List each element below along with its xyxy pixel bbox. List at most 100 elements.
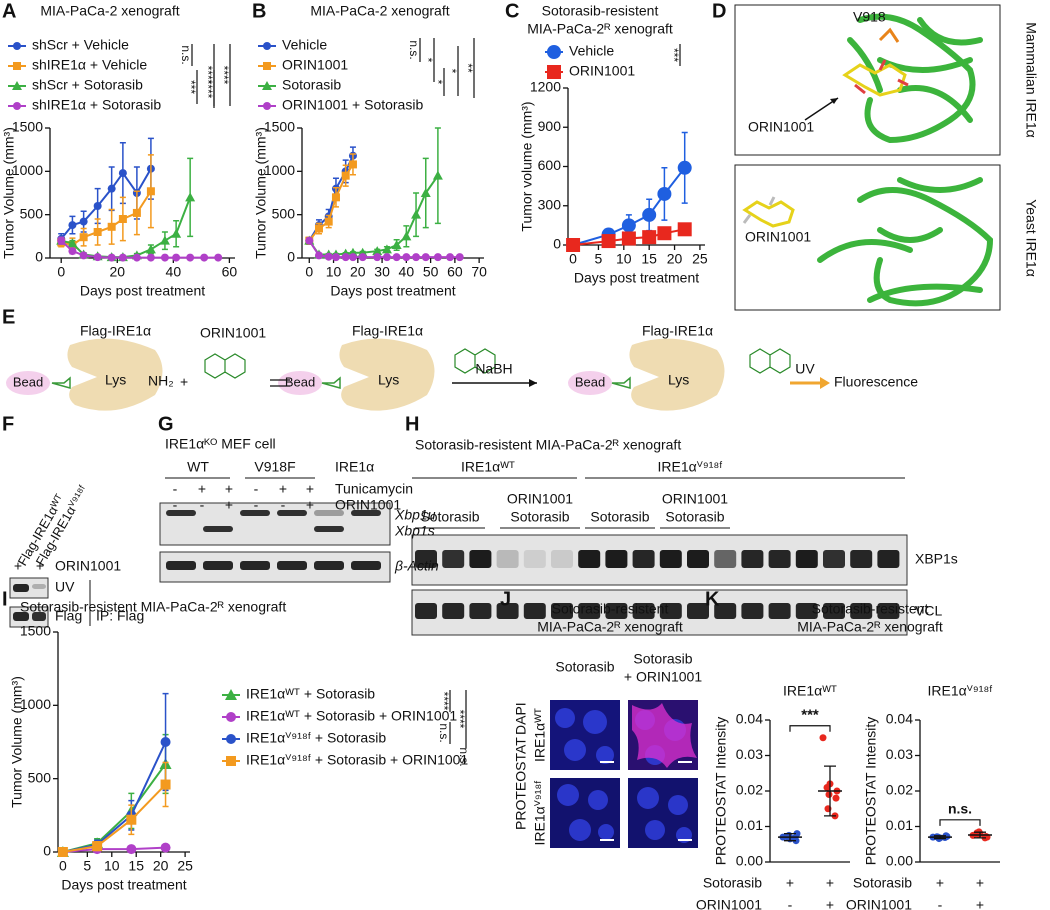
significance: ****	[201, 80, 215, 99]
band-label: β-Actin	[394, 558, 439, 574]
significance: n.s.	[179, 45, 193, 64]
band	[32, 584, 46, 589]
column-label: + ORIN1001	[624, 669, 702, 685]
sign: -	[281, 497, 286, 513]
chart-title: Sotorasib-resistent MIA-PaCa-2ᴿ xenograf…	[20, 599, 286, 615]
y-tick-label: 0.02	[736, 782, 763, 798]
data-point	[412, 253, 421, 262]
sign: +	[225, 497, 233, 513]
y-axis-title: PROTEOSTAT Intensity	[713, 717, 729, 866]
data-point	[92, 841, 103, 852]
band	[469, 603, 492, 619]
bead-label: Bead	[575, 374, 605, 389]
y-tick-label: 0.03	[886, 746, 913, 762]
legend-marker	[226, 756, 236, 766]
data-point	[79, 251, 88, 260]
x-tick-label: 15	[641, 251, 657, 267]
data-point	[185, 192, 196, 202]
band	[351, 561, 381, 570]
micrograph	[550, 700, 698, 848]
protein-ribbon	[817, 13, 994, 307]
y-tick-label: 600	[538, 157, 562, 173]
residue-label: Lys	[105, 372, 126, 388]
legend-marker	[547, 65, 561, 79]
data-point	[107, 253, 116, 262]
data-point	[160, 253, 169, 262]
sign: +	[306, 481, 314, 497]
data-point	[348, 253, 357, 262]
readout-label: Fluorescence	[834, 374, 918, 390]
data-point	[432, 170, 443, 180]
residue-label: Lys	[378, 372, 399, 388]
data-point	[421, 253, 430, 262]
chart-title: IRE1αⱽ⁹¹⁸ᶠ	[927, 683, 992, 699]
data-point	[621, 218, 636, 233]
legend-label: IRE1αⱽ⁹¹⁸ᶠ + Sotorasib	[246, 730, 386, 746]
band	[741, 550, 764, 568]
band-label: XBP1s	[915, 551, 958, 567]
x-tick-label: 10	[104, 858, 120, 874]
x-tick-label: 20	[109, 264, 125, 280]
data-point	[642, 230, 657, 245]
row-label: Tunicamycin	[335, 481, 413, 497]
condition-label: Sotorasib	[853, 875, 912, 891]
condition-label: ORIN1001	[846, 897, 912, 910]
data-point	[402, 253, 411, 262]
data-point	[372, 246, 383, 256]
data-point	[159, 235, 170, 245]
legend-label: IRE1αⱽ⁹¹⁸ᶠ + Sotorasib + ORIN1001	[246, 752, 468, 768]
protein-label: Flag-IRE1α	[80, 323, 151, 339]
sign: +	[36, 558, 44, 574]
y-axis-title: Tumor Volume (mm³)	[253, 127, 269, 259]
legend-marker	[547, 45, 561, 59]
group-label: ORIN1001	[507, 491, 573, 507]
data-point	[93, 202, 102, 210]
sd-bar	[824, 765, 836, 817]
data-point	[825, 791, 833, 799]
row-label: IRE1αᵂᵀ	[532, 708, 548, 762]
data-point	[401, 231, 412, 241]
significance: *	[431, 80, 445, 85]
condition-sign: +	[826, 897, 834, 910]
series-line	[60, 196, 192, 259]
y-tick-label: 0.04	[736, 711, 763, 727]
band	[415, 603, 437, 619]
x-tick-label: 0	[57, 264, 65, 280]
band	[496, 550, 519, 568]
significance: n.s.	[407, 40, 421, 59]
band	[523, 550, 546, 568]
band	[13, 584, 29, 592]
row-label: Flag	[55, 608, 82, 624]
chart-title: MIA-PaCa-2 xenograft	[310, 3, 449, 19]
band	[314, 526, 344, 532]
significance: *	[421, 58, 435, 63]
band	[632, 603, 655, 619]
bead-label: Bead	[13, 374, 43, 389]
x-tick-label: 0	[569, 251, 577, 267]
data-point	[391, 240, 402, 249]
panel-title: Sotorasib-resistent	[812, 601, 929, 617]
band	[203, 561, 233, 570]
y-tick-label: 1200	[530, 79, 561, 95]
y-tick-label: 500	[20, 205, 44, 221]
data-point	[160, 737, 171, 747]
data-point	[621, 231, 636, 246]
band	[496, 603, 519, 619]
band	[823, 603, 845, 619]
legend-label: ORIN1001 + Sotorasib	[282, 97, 423, 113]
significance: **	[461, 63, 475, 73]
chart-title: Sotorasib-resistent	[542, 3, 659, 19]
data-point	[126, 814, 137, 825]
significance: n.s.	[948, 801, 972, 817]
band-label: Xbp1u	[394, 507, 436, 523]
ip-label: IP: Flag	[96, 608, 144, 624]
panel-label: J	[500, 588, 511, 610]
band	[277, 510, 307, 516]
panel-label: D	[712, 0, 726, 22]
legend-marker	[263, 62, 271, 70]
group-label: Sotorasib	[665, 509, 724, 525]
compound-label: ORIN1001	[748, 119, 814, 135]
row-label: IRE1α	[335, 459, 374, 475]
significance-bracket	[939, 819, 981, 826]
legend-label: Sotorasib	[282, 77, 341, 93]
